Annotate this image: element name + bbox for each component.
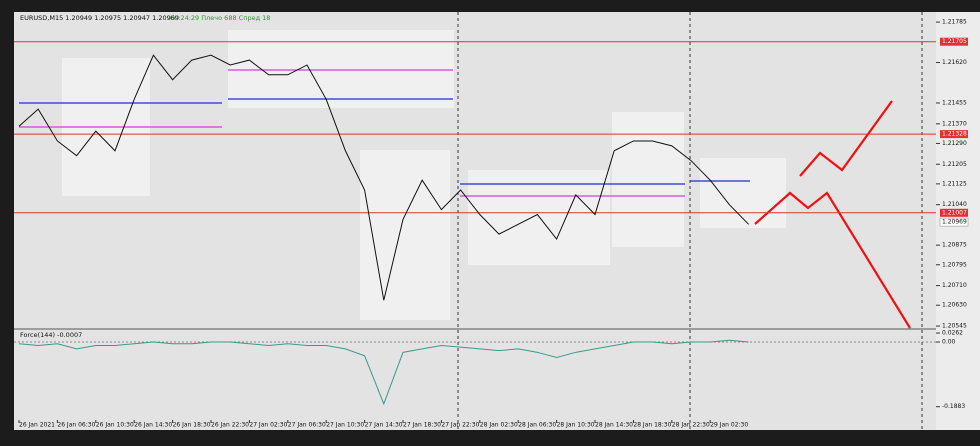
y-tick-label: 1.20875 <box>942 242 967 249</box>
x-tick-label: 27 Jan 14:30 <box>365 422 403 429</box>
separators <box>457 12 923 430</box>
x-tick-label: 27 Jan 06:30 <box>288 422 326 429</box>
level-label: 1.21705 <box>942 38 967 45</box>
y-tick-label: 1.20795 <box>942 261 967 268</box>
price-tag <box>939 217 969 227</box>
y-tick-label: 1.20710 <box>942 282 967 289</box>
x-tick-label: 26 Jan 06:30 <box>57 422 95 429</box>
indicator-title: Force(144) -0.0007 <box>20 331 82 339</box>
level-tag <box>940 130 968 139</box>
y-tick-label: 1.21125 <box>942 180 967 187</box>
y-tick-label: 1.21370 <box>942 120 967 127</box>
x-tick-label: 28 Jan 22:30 <box>672 422 710 429</box>
y-tick-label: 0.0262 <box>942 330 963 337</box>
drawn-arrow <box>799 100 893 177</box>
x-tick-label: 26 Jan 18:30 <box>173 422 211 429</box>
x-tick-label: 27 Jan 22:30 <box>441 422 479 429</box>
x-tick-label: 27 Jan 10:30 <box>326 422 364 429</box>
x-tick-label: 28 Jan 06:30 <box>518 422 556 429</box>
x-tick-label: 26 Jan 14:30 <box>134 422 172 429</box>
symbol-header: EURUSD,M15 1.20949 1.20975 1.20947 1.209… <box>20 14 179 22</box>
level-label: 1.21328 <box>942 131 967 138</box>
y-tick-label: 1.21620 <box>942 59 967 66</box>
drawn-arrow <box>754 191 911 329</box>
y-tick-label: 1.21040 <box>942 201 967 208</box>
x-tick-label: 26 Jan 2021 <box>19 422 55 429</box>
x-tick-label: 27 Jan 02:30 <box>249 422 287 429</box>
indicator-line <box>18 339 749 406</box>
y-tick-label: 1.21455 <box>942 99 967 106</box>
y-tick-label: 1.21785 <box>942 19 967 26</box>
x-tick-label: 27 Jan 18:30 <box>403 422 441 429</box>
x-tick-label: 29 Jan 02:30 <box>710 422 748 429</box>
level-tag <box>940 37 968 46</box>
x-tick-label: 28 Jan 14:30 <box>595 422 633 429</box>
level-tag <box>940 208 968 217</box>
x-tick-label: 26 Jan 22:30 <box>211 422 249 429</box>
x-tick-label: 28 Jan 10:30 <box>557 422 595 429</box>
level-label: 1.21007 <box>942 209 967 216</box>
y-tick-label: 1.21205 <box>942 161 967 168</box>
x-tick-label: 26 Jan 10:30 <box>96 422 134 429</box>
price-label: 1.20969 <box>942 219 967 226</box>
price-line <box>18 54 749 301</box>
session-boxes <box>62 30 786 320</box>
y-tick-label: 1.21290 <box>942 140 967 147</box>
x-tick-label: 28 Jan 02:30 <box>480 422 518 429</box>
y-tick-label: 1.20545 <box>942 323 967 330</box>
y-tick-label: -0.1883 <box>942 403 965 410</box>
zones <box>19 69 750 197</box>
y-tick-label: 0.00 <box>942 339 956 346</box>
status: 00:24:29 Плечо 688 Спред 18 <box>170 14 270 22</box>
y-tick-label: 1.20630 <box>942 302 967 309</box>
x-tick-label: 28 Jan 18:30 <box>633 422 671 429</box>
